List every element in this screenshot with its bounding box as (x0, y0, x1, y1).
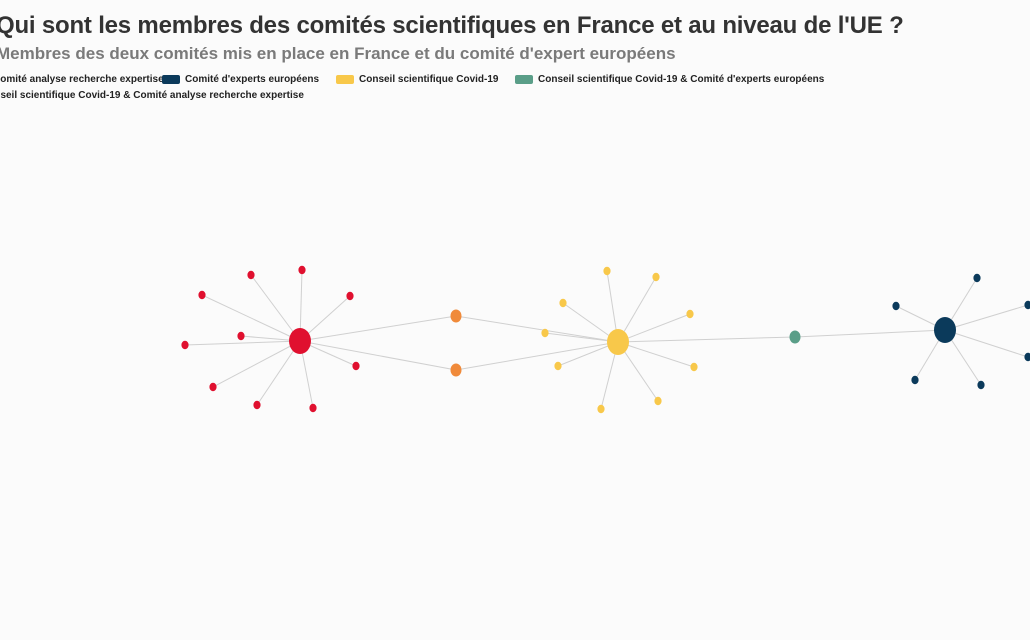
member-node-care[interactable] (247, 270, 255, 280)
edge-cs_care (299, 340, 457, 371)
edge-care (184, 340, 301, 346)
member-node-eu[interactable] (973, 273, 981, 283)
legend-item-eu[interactable]: Comité d'experts européens (162, 74, 319, 85)
legend-label-care: Comité analyse recherche expertise (0, 74, 164, 85)
member-node-cs[interactable] (559, 298, 567, 308)
edge-cs (617, 341, 695, 368)
member-node-cs_eu[interactable] (789, 330, 801, 344)
legend-swatch-cs (336, 75, 354, 84)
member-node-care[interactable] (209, 382, 217, 392)
member-node-cs[interactable] (652, 272, 660, 282)
legend-label-eu: Comité d'experts européens (185, 74, 320, 85)
member-node-care[interactable] (198, 290, 206, 300)
member-node-eu[interactable] (977, 380, 985, 390)
member-node-cs[interactable] (690, 362, 698, 372)
network-nodes (181, 265, 1030, 414)
legend-item-cs-eu[interactable]: Conseil scientifique Covid-19 & Comité d… (515, 74, 824, 85)
edge-cs_eu (617, 336, 796, 343)
network-edges (184, 269, 1029, 410)
edge-cs_care (299, 315, 457, 342)
member-node-cs_care[interactable] (450, 363, 462, 377)
member-node-care[interactable] (298, 265, 306, 275)
hub-node-cs[interactable] (607, 329, 629, 355)
member-node-care[interactable] (237, 331, 245, 341)
legend-swatch-eu (162, 75, 180, 84)
member-node-cs[interactable] (597, 404, 605, 414)
hub-node-eu[interactable] (934, 317, 956, 343)
edge-cs_eu (794, 329, 946, 338)
member-node-care[interactable] (346, 291, 354, 301)
edge-care (201, 294, 301, 342)
member-node-cs[interactable] (686, 309, 694, 319)
member-node-eu[interactable] (911, 375, 919, 385)
edge-eu (944, 304, 1029, 331)
member-node-cs_care[interactable] (450, 309, 462, 323)
member-node-cs[interactable] (654, 396, 662, 406)
member-node-care[interactable] (181, 340, 189, 350)
member-node-care[interactable] (309, 403, 317, 413)
legend-label-cs-care: Conseil scientifique Covid-19 & Comité a… (0, 90, 304, 101)
member-node-eu[interactable] (1024, 300, 1030, 310)
edge-care (256, 340, 301, 406)
member-node-cs[interactable] (603, 266, 611, 276)
legend-label-cs: Conseil scientifique Covid-19 (359, 74, 499, 85)
edge-care (212, 340, 301, 388)
hub-node-care[interactable] (289, 328, 311, 354)
edge-cs_care (455, 315, 619, 343)
member-node-eu[interactable] (1024, 352, 1030, 362)
legend-item-care[interactable]: Comité analyse recherche expertise (0, 74, 164, 85)
legend-label-cs-eu: Conseil scientifique Covid-19 & Comité d… (538, 74, 825, 85)
member-node-cs[interactable] (541, 328, 549, 338)
edge-care (250, 274, 301, 342)
page-subtitle: Membres des deux comités mis en place en… (0, 44, 676, 63)
edge-cs_care (455, 341, 619, 371)
member-node-care[interactable] (352, 361, 360, 371)
member-node-eu[interactable] (892, 301, 900, 311)
member-node-cs[interactable] (554, 361, 562, 371)
edge-cs (617, 276, 657, 343)
legend-item-cs[interactable]: Conseil scientifique Covid-19 (336, 74, 498, 85)
member-node-care[interactable] (253, 400, 261, 410)
edge-eu (944, 329, 1029, 358)
page-title: Qui sont les membres des comités scienti… (0, 12, 904, 39)
legend-swatch-cs-eu (515, 75, 533, 84)
legend-item-cs-care[interactable]: Conseil scientifique Covid-19 & Comité a… (0, 90, 304, 101)
edge-cs (617, 313, 691, 343)
